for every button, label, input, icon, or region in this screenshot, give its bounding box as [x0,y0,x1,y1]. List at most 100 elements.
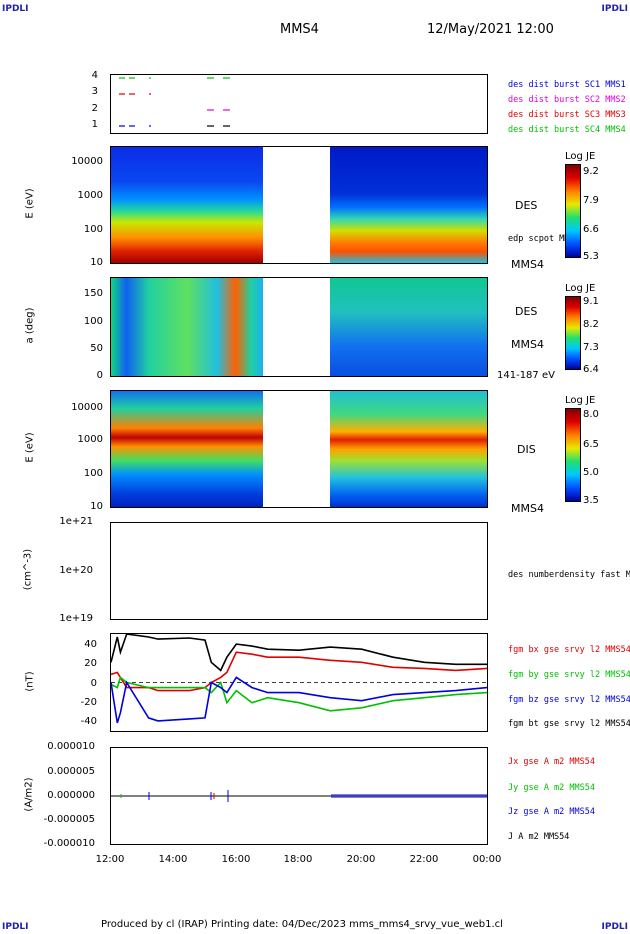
density-ytick: 1e+20 [59,565,93,576]
corner-stamp-tr: IPDLI [601,4,629,14]
current-ytick: -0.000005 [43,814,95,825]
des-pitch-cbar-tick: 9.1 [583,296,599,307]
current-legend-jy: Jy gse A m2 MMS54 [508,783,595,793]
dis-energy-colorbar [565,408,581,502]
dis-energy-sc-label: MMS4 [511,502,544,515]
dis-energy-heatmap-a [111,391,263,507]
dis-energy-heatmap-b [330,391,487,507]
density-ylabel: (cm^-3) [22,548,34,591]
fgm-series-line-2 [111,676,487,724]
burst-legend-sc3: des dist burst SC3 MMS3 [508,110,626,120]
dis-energy-side-label: DIS [517,443,536,456]
current-ylabel: (A/m2) [23,777,35,812]
des-energy-panel [110,146,488,264]
dis-energy-ytick: 100 [83,468,103,479]
current-panel [110,747,488,845]
density-legend: des numberdensity fast M [508,570,630,580]
des-energy-cbar-tick: 6.6 [583,224,599,235]
dis-energy-cbar-tick: 6.5 [583,439,599,450]
fgm-ytick: 0 [90,678,97,689]
fgm-ytick: -40 [80,716,97,727]
dis-energy-ytick: 1000 [77,434,103,445]
burst-ytick: 2 [91,103,98,114]
burst-legend-sc1: des dist burst SC1 MMS1 [508,80,626,90]
x-tick: 18:00 [283,854,313,865]
x-tick: 22:00 [409,854,439,865]
x-tick: 00:00 [472,854,502,865]
des-energy-heatmap-b [330,147,487,263]
corner-stamp-tl: IPDLI [2,4,29,14]
fgm-ytick: 20 [84,658,97,669]
current-ytick: 0.000010 [47,741,95,752]
des-energy-cbar-tick: 5.3 [583,251,599,262]
des-pitch-heatmap-a [111,278,263,376]
current-ytick: -0.000010 [43,838,95,849]
spacecraft-title: MMS4 [280,22,319,37]
fgm-ylabel: (nT) [24,671,36,692]
des-pitch-energy-range: 141-187 eV [497,370,555,381]
des-energy-colorbar [565,164,581,258]
current-ytick: 0.000005 [47,766,95,777]
burst-legend-sc4: des dist burst SC4 MMS4 [508,125,626,135]
burst-marks [119,77,230,127]
current-noise-band [331,794,487,798]
des-pitch-panel [110,277,488,377]
des-energy-ytick: 100 [83,224,103,235]
des-energy-overlay-label: edp scpot MMS4 [508,234,580,244]
datetime-title: 12/May/2021 12:00 [427,22,554,37]
des-pitch-side-label: DES [515,305,538,318]
dis-energy-cbar-tick: 3.5 [583,495,599,506]
current-ytick: 0.000000 [47,790,95,801]
fgm-legend-bt: fgm bt gse srvy l2 MMS54 [508,719,630,729]
fgm-plot [111,634,487,724]
corner-stamp-bl: IPDLI [2,922,29,932]
fgm-legend-by: fgm by gse srvy l2 MMS54 [508,670,630,680]
dis-energy-cbar-tick: 5.0 [583,467,599,478]
des-pitch-ytick: 150 [83,288,103,299]
x-tick: 14:00 [158,854,188,865]
dis-energy-ylabel: E (eV) [24,432,36,463]
des-pitch-ytick: 50 [90,343,103,354]
x-tick: 16:00 [221,854,251,865]
burst-panel [110,74,488,134]
des-energy-cbar-tick: 9.2 [583,166,599,177]
current-plot [111,790,487,802]
corner-stamp-br: IPDLI [601,922,629,932]
fgm-series-line-1 [111,676,487,712]
des-pitch-cbar-tick: 6.4 [583,364,599,375]
fgm-ytick: 40 [84,639,97,650]
burst-ytick: 1 [91,119,98,130]
current-legend-jz: Jz gse A m2 MMS54 [508,807,595,817]
fgm-ytick: -20 [80,697,97,708]
current-legend-jx: Jx gse A m2 MMS54 [508,757,595,767]
x-tick: 12:00 [95,854,125,865]
des-energy-ytick: 10000 [71,156,103,167]
fgm-series-line-3 [111,634,487,672]
dis-energy-cbar-title: Log JE [565,395,596,406]
density-ytick: 1e+19 [59,613,93,624]
burst-ytick: 3 [91,86,98,97]
des-energy-ytick: 1000 [77,190,103,201]
des-energy-sc-label: MMS4 [511,258,544,271]
burst-ytick: 4 [91,70,98,81]
dis-energy-ytick: 10 [90,501,103,512]
des-pitch-ylabel: a (deg) [24,307,36,344]
des-pitch-cbar-title: Log JE [565,283,596,294]
fgm-legend-bx: fgm bx gse srvy l2 MMS54 [508,645,630,655]
density-ytick: 1e+21 [59,516,93,527]
des-pitch-sc-label: MMS4 [511,338,544,351]
des-energy-cbar-title: Log JE [565,151,596,162]
fgm-legend-bz: fgm bz gse srvy l2 MMS54 [508,695,630,705]
des-energy-ylabel: E (eV) [24,188,36,219]
fgm-panel [110,633,488,732]
des-pitch-cbar-tick: 7.3 [583,342,599,353]
footer-text: Produced by cl (IRAP) Printing date: 04/… [101,919,503,930]
dis-energy-ytick: 10000 [71,402,103,413]
current-legend-j: J A m2 MMS54 [508,832,570,842]
des-pitch-colorbar [565,296,581,370]
dis-energy-panel [110,390,488,508]
x-tick: 20:00 [346,854,376,865]
des-energy-cbar-tick: 7.9 [583,195,599,206]
des-energy-side-label: DES [515,199,538,212]
des-energy-ytick: 10 [90,257,103,268]
